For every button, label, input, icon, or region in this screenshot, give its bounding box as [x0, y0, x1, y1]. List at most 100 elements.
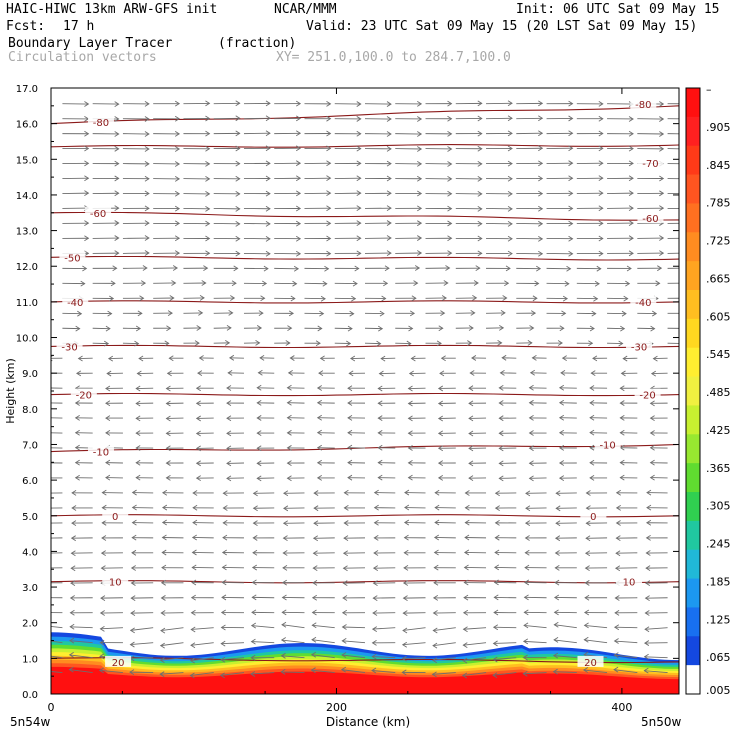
- vector-head: [114, 101, 120, 107]
- vector-head: [205, 191, 211, 197]
- vector-head: [41, 566, 45, 571]
- vector-shaft: [371, 670, 396, 674]
- vector-head: [265, 130, 271, 137]
- colorbar-cell-17: [686, 578, 700, 608]
- vector-head: [40, 610, 44, 615]
- vector-head: [438, 325, 444, 332]
- vector-shaft: [463, 627, 487, 630]
- vector-head: [538, 145, 544, 152]
- vector-head: [316, 475, 322, 481]
- vector-head: [312, 550, 318, 557]
- colorbar-cell-0: [686, 88, 700, 118]
- vector-head: [591, 310, 597, 317]
- colorbar-label-5: .665: [706, 272, 731, 285]
- vector-head: [205, 115, 211, 122]
- vector-head: [326, 130, 332, 137]
- contour-label-4-0: -40: [67, 298, 83, 309]
- vector-shaft: [130, 657, 154, 659]
- vector-head: [252, 549, 258, 556]
- colorbar-label-9: .425: [706, 424, 731, 437]
- vector-head: [356, 220, 362, 227]
- vector-shaft: [372, 627, 396, 630]
- vector-head: [557, 340, 563, 346]
- vector-head: [138, 355, 144, 362]
- vector-head: [99, 653, 105, 660]
- colorbar-cell-1: [686, 116, 700, 147]
- vector-head: [436, 340, 442, 347]
- vector-head: [174, 146, 181, 152]
- contour-label-bg-2-0: [85, 206, 112, 218]
- vector-head: [553, 609, 559, 616]
- vector-head: [553, 637, 559, 643]
- vector-head: [114, 116, 120, 122]
- vector-head: [42, 491, 46, 496]
- vector-shaft: [644, 670, 668, 674]
- vector-head: [70, 535, 76, 542]
- vector-head: [467, 340, 473, 346]
- vector-head: [652, 310, 658, 317]
- vector-head: [628, 130, 634, 137]
- vector-head: [402, 610, 408, 617]
- colorbar-label-7: .545: [706, 348, 731, 361]
- vector-head: [160, 579, 166, 586]
- vector-head: [99, 610, 105, 616]
- vector-head: [528, 460, 534, 467]
- vector-head: [507, 145, 513, 152]
- vector-head: [76, 370, 82, 377]
- vector-head: [377, 415, 383, 422]
- vector-head: [447, 130, 453, 137]
- contour-label-bg-8-1: [580, 509, 607, 521]
- vector-head: [74, 400, 80, 406]
- vector-head: [135, 415, 141, 422]
- vector-head: [555, 505, 561, 512]
- vector-head: [68, 652, 74, 658]
- vector-head: [313, 490, 319, 496]
- vector-head: [593, 295, 599, 302]
- vector-head: [371, 639, 377, 646]
- vector-head: [195, 445, 201, 452]
- vector-head: [417, 116, 423, 122]
- vector-head: [131, 534, 137, 541]
- vector-head: [70, 550, 76, 557]
- vector-head: [437, 385, 444, 392]
- vector-head: [259, 354, 265, 361]
- vector-head: [166, 325, 172, 332]
- vector-head: [356, 235, 362, 242]
- vector-head: [477, 205, 483, 212]
- colorbar-cell-4: [686, 203, 700, 233]
- x-axis: 0 200 400: [48, 88, 632, 714]
- vector-head: [498, 445, 504, 452]
- colorbar-label-13: .185: [706, 575, 731, 588]
- vector-head: [443, 280, 449, 286]
- vector-head: [650, 325, 656, 332]
- vector-head: [628, 250, 634, 257]
- vector-head: [221, 564, 227, 571]
- y-tick-label: 12.0: [16, 262, 38, 273]
- vector-head: [316, 399, 322, 406]
- vector-head: [235, 160, 241, 167]
- vector-head: [554, 564, 560, 571]
- vector-head: [650, 370, 657, 377]
- vector-head: [106, 370, 112, 377]
- vector-head: [281, 579, 287, 586]
- vector-head: [377, 385, 383, 392]
- vector-head: [558, 460, 565, 466]
- vector-head: [280, 669, 286, 675]
- colorbar-cell-5: [686, 232, 700, 262]
- vector-head: [131, 504, 137, 511]
- vector-head: [498, 430, 504, 437]
- vector-head: [373, 504, 379, 511]
- vector-head: [235, 250, 241, 257]
- vector-head: [114, 131, 120, 137]
- vector-head: [139, 295, 145, 302]
- vector-head: [598, 235, 604, 242]
- vector-head: [584, 565, 590, 571]
- vector-head: [286, 414, 292, 421]
- vector-head: [265, 175, 271, 182]
- vector-head: [326, 160, 332, 167]
- vector-head: [643, 667, 649, 674]
- vector-head: [222, 519, 228, 526]
- vector-head: [468, 385, 474, 392]
- vector-head: [432, 595, 439, 601]
- y-tick-label: 15.0: [16, 155, 38, 166]
